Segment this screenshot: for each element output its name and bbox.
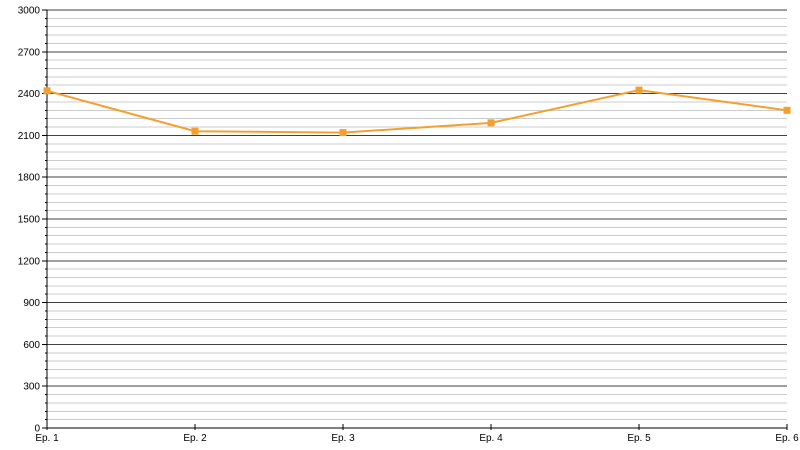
y-axis-tick-label: 1800 (18, 173, 41, 184)
y-axis-tick-label: 900 (23, 298, 40, 309)
y-axis-tick-label: 0 (34, 424, 40, 435)
x-axis-tick-label: Ep. 1 (35, 433, 59, 444)
x-axis-tick-label: Ep. 4 (479, 433, 503, 444)
y-axis-tick-label: 3000 (18, 6, 41, 17)
data-point-marker (339, 129, 347, 137)
x-axis-tick-label: Ep. 3 (331, 433, 355, 444)
data-point-marker (191, 127, 199, 135)
x-axis-tick-label: Ep. 6 (775, 433, 799, 444)
data-point-marker (487, 119, 495, 127)
y-axis-tick-label: 2100 (18, 131, 41, 142)
x-axis-tick-label: Ep. 5 (627, 433, 651, 444)
data-point-marker (635, 86, 643, 94)
y-axis-tick-label: 2400 (18, 89, 41, 100)
data-line (46, 89, 788, 134)
y-axis-tick-label: 1500 (18, 215, 41, 226)
y-axis-tick-label: 1200 (18, 256, 41, 267)
data-point-marker (783, 106, 791, 114)
y-axis-tick-label: 300 (23, 382, 40, 393)
y-axis-tick-label: 600 (23, 340, 40, 351)
y-axis-tick-label: 2700 (18, 47, 41, 58)
data-point-marker (43, 87, 51, 95)
x-axis-tick-label: Ep. 2 (183, 433, 207, 444)
